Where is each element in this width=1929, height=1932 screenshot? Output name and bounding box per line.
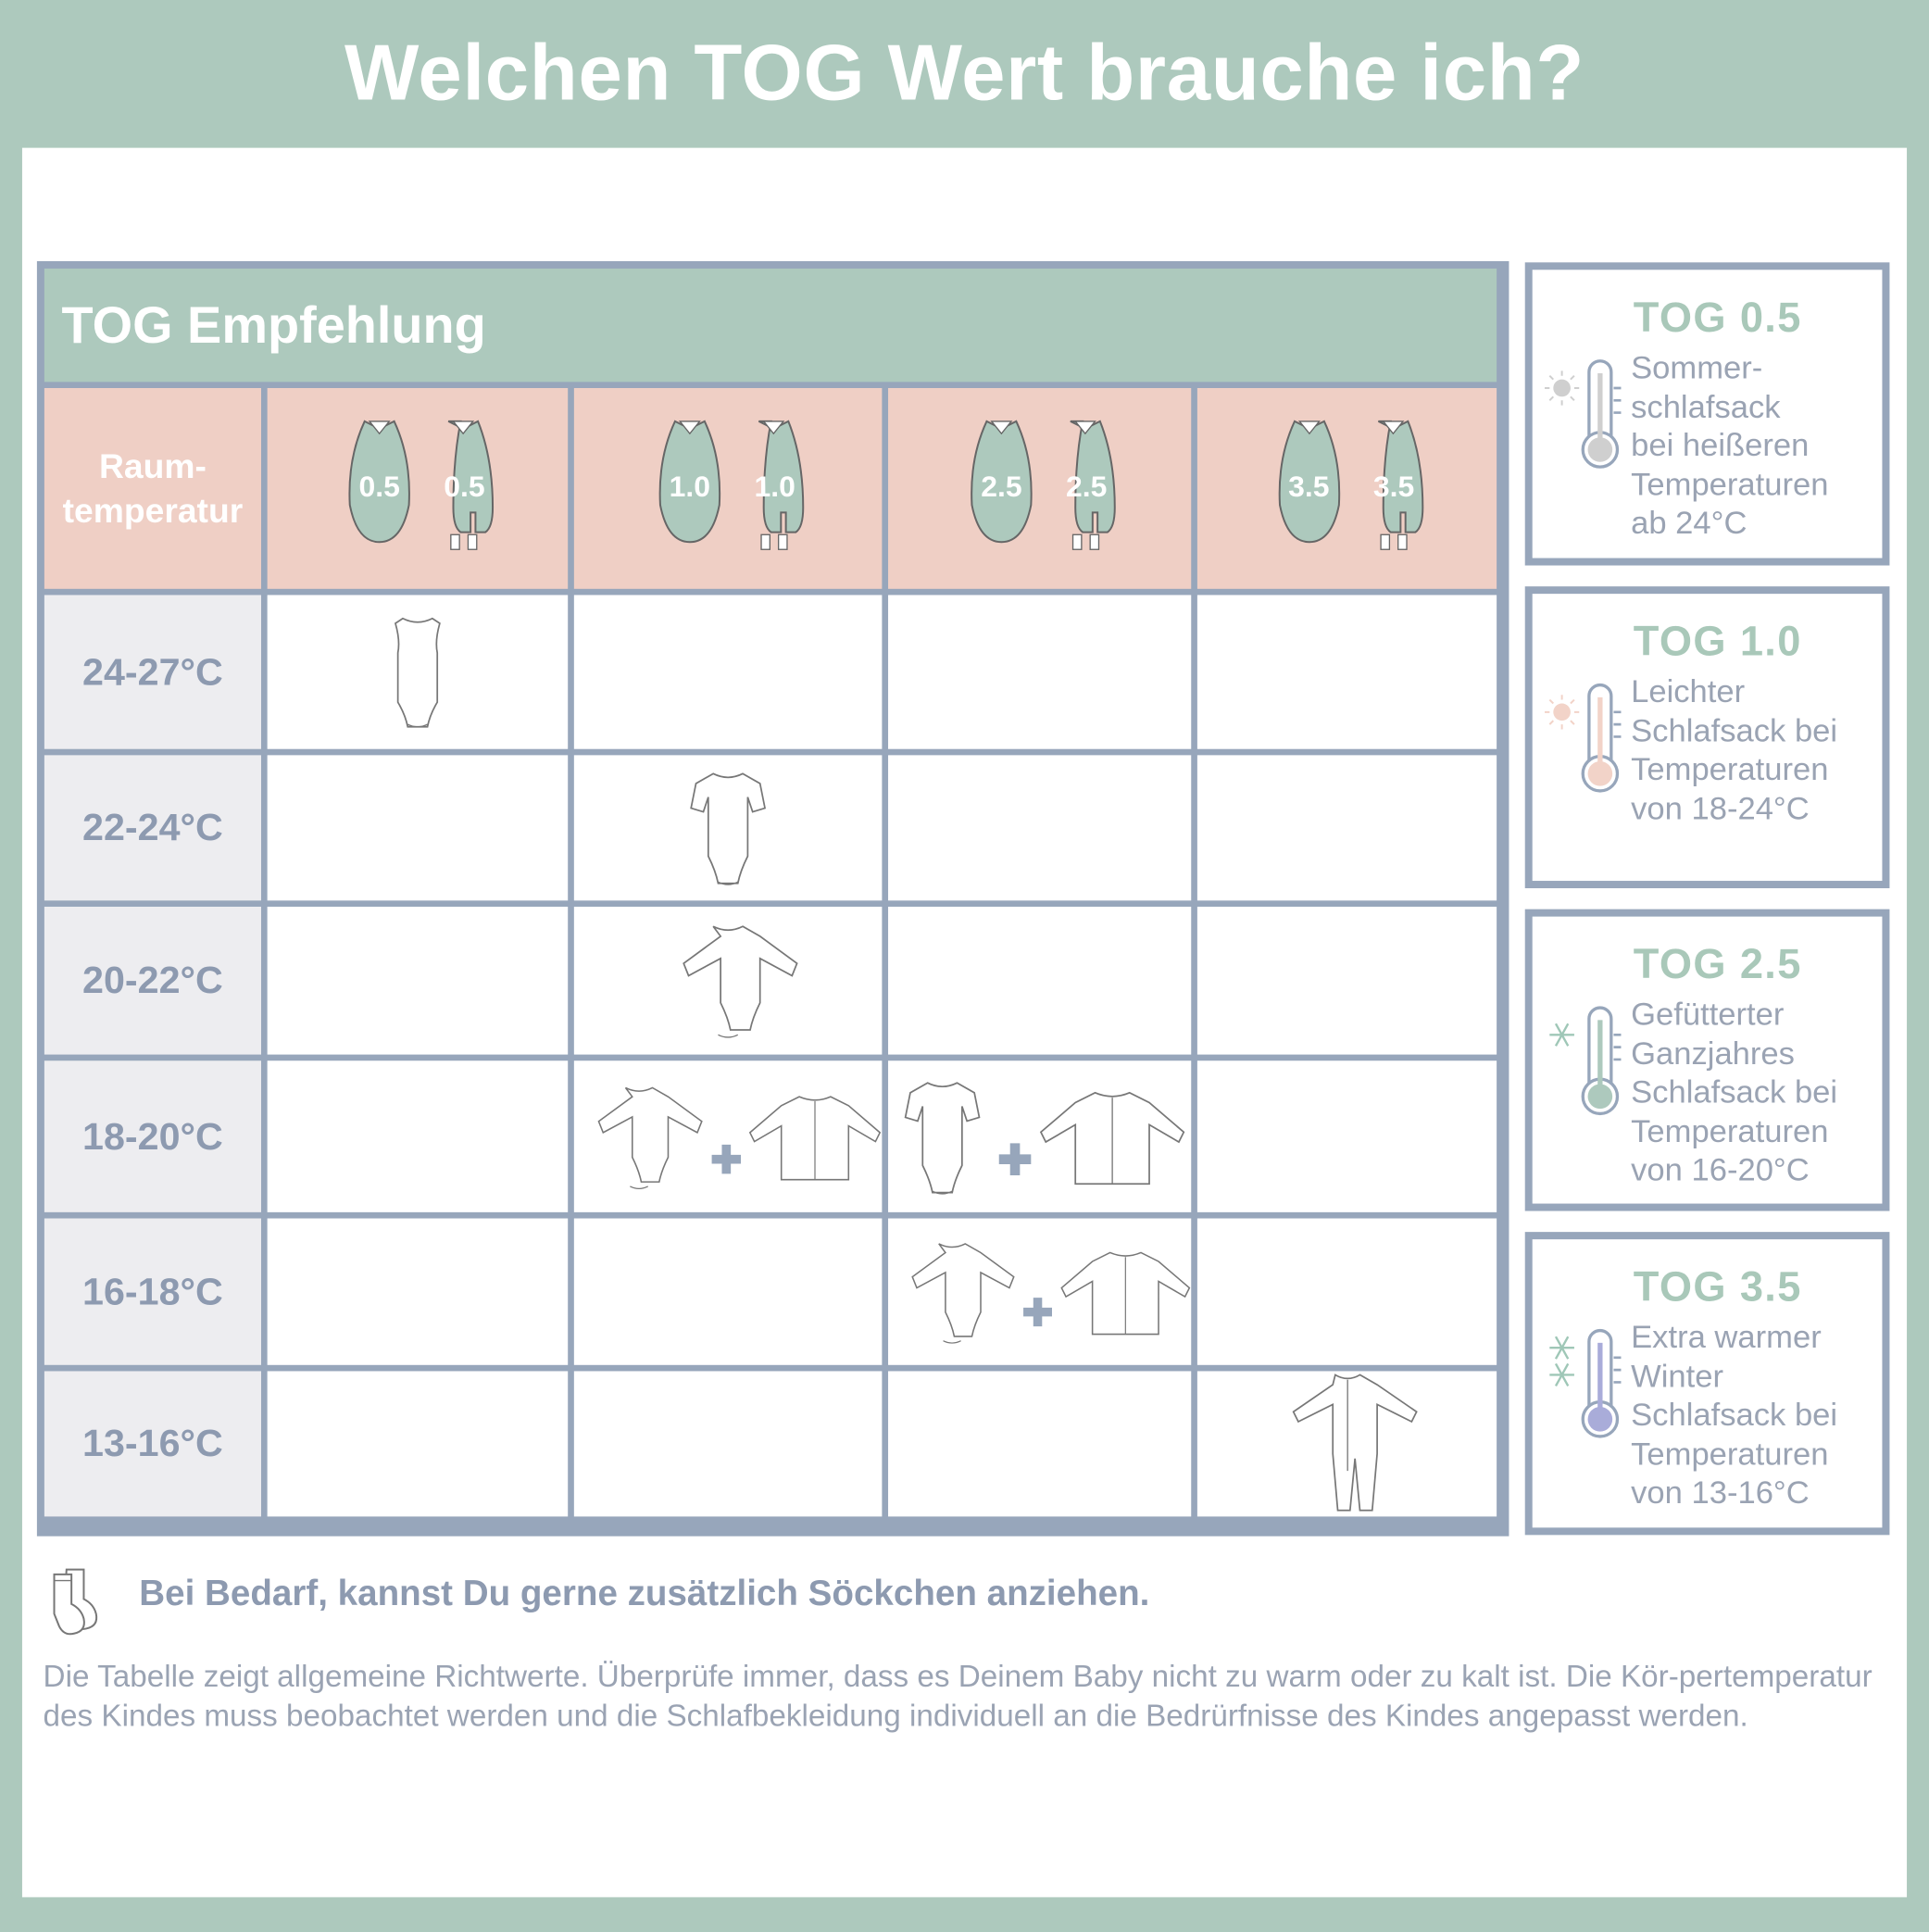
- table-cell: [267, 906, 569, 1055]
- legend-text: Gefütterter Ganzjahres Schlafsack bei Te…: [1631, 995, 1838, 1188]
- sleeping-bag-icon: [1278, 420, 1340, 544]
- sun-thermometer-icon: [1544, 359, 1622, 469]
- legend-title: TOG 2.5: [1633, 941, 1802, 988]
- sleepsuit-icon: [1291, 1374, 1418, 1512]
- long-sleeve-bodysuit-icon: [597, 1085, 703, 1189]
- tog-value: 1.0: [754, 470, 795, 505]
- tog-column-header: 0.5 0.5: [267, 387, 569, 589]
- temperature-label: 20-22°C: [44, 906, 261, 1055]
- sun-thermometer-icon: [1544, 683, 1622, 793]
- table-cell: [573, 1060, 883, 1212]
- temperature-label: 16-18°C: [44, 1218, 261, 1365]
- socks-note: Bei Bedarf, kannst Du gerne zusätzlich S…: [139, 1574, 1150, 1614]
- sleeping-bag-legs-icon: [1070, 420, 1116, 550]
- table-cell: [1196, 755, 1497, 901]
- double-snowflake-thermometer-icon: [1549, 1328, 1622, 1438]
- legend-text: Leichter Schlafsack bei Temperaturen von…: [1631, 672, 1838, 826]
- tog-column-header: 3.5 3.5: [1196, 387, 1497, 589]
- short-sleeve-bodysuit-icon: [904, 1081, 981, 1194]
- short-sleeve-bodysuit-icon: [690, 772, 767, 885]
- table-cell: [888, 595, 1192, 749]
- long-sleeve-bodysuit-icon: [911, 1242, 1015, 1343]
- table-cell: [888, 1218, 1192, 1365]
- tog-value: 0.5: [358, 470, 400, 505]
- temperature-label: 22-24°C: [44, 755, 261, 901]
- sleeping-bag-icon: [971, 420, 1033, 544]
- sleeping-bag-legs-icon: [1377, 420, 1423, 550]
- table-cell: [573, 755, 883, 901]
- sleeping-bag-legs-icon: [758, 420, 805, 550]
- plus-icon: [710, 1144, 741, 1174]
- table-cell: [573, 1218, 883, 1365]
- tog-value: 2.5: [981, 470, 1022, 505]
- legend-text: Sommer- schlafsack bei heißeren Temperat…: [1631, 348, 1829, 541]
- sleeveless-bodysuit-icon: [394, 617, 441, 727]
- plus-icon: [1022, 1298, 1052, 1327]
- table-cell: [888, 755, 1192, 901]
- tog-legend-box: TOG 0.5 Sommer- schlafsack bei heißeren T…: [1524, 262, 1890, 566]
- table-cell: [1196, 906, 1497, 1055]
- legend-text: Extra warmer Winter Schlafsack bei Tempe…: [1631, 1318, 1838, 1511]
- tog-legend-box: TOG 1.0 Leichter Schlafsack bei Temperatu…: [1524, 586, 1890, 889]
- long-sleeve-bodysuit-icon: [683, 925, 798, 1038]
- tog-value: 1.0: [669, 470, 711, 505]
- sleeping-bag-icon: [348, 420, 410, 544]
- table-cell: [267, 595, 569, 749]
- tog-value: 0.5: [444, 470, 485, 505]
- table-cell: [573, 906, 883, 1055]
- tog-value: 3.5: [1372, 470, 1415, 505]
- cardigan-icon: [748, 1095, 881, 1180]
- tog-column-header: 1.0 1.0: [573, 387, 883, 589]
- table-cell: [888, 906, 1192, 1055]
- tog-table: TOG Empfehlung Raum- temperatur 0.5 0.5 1.…: [36, 260, 1509, 1537]
- table-cell: [888, 1371, 1192, 1517]
- cardigan-icon: [1059, 1250, 1190, 1335]
- temperature-label: 13-16°C: [44, 1371, 261, 1517]
- sleeping-bag-legs-icon: [447, 420, 495, 550]
- table-cell: [1196, 1060, 1497, 1212]
- table-cell: [573, 595, 883, 749]
- legend-title: TOG 1.0: [1633, 618, 1802, 666]
- tog-legend-box: TOG 2.5 Gefütterter Ganzjahres Schlafsack…: [1524, 909, 1890, 1211]
- table-cell: [267, 1218, 569, 1365]
- sleeping-bag-icon: [658, 420, 721, 544]
- table-cell: [888, 1060, 1192, 1212]
- temperature-label: 24-27°C: [44, 595, 261, 749]
- disclaimer: Die Tabelle zeigt allgemeine Richtwerte.…: [43, 1659, 1873, 1734]
- room-temperature-header: Raum- temperatur: [62, 446, 244, 530]
- tog-column-header: 2.5 2.5: [888, 387, 1192, 589]
- table-cell: [267, 1060, 569, 1212]
- table-heading: TOG Empfehlung: [44, 268, 1497, 383]
- tog-value: 3.5: [1288, 470, 1330, 505]
- table-cell: [1196, 1218, 1497, 1365]
- table-cell: [1196, 1371, 1497, 1517]
- snowflake-thermometer-icon: [1549, 1006, 1622, 1116]
- legend-title: TOG 0.5: [1633, 294, 1802, 342]
- table-cell: [573, 1371, 883, 1517]
- temperature-label: 18-20°C: [44, 1060, 261, 1212]
- legend-title: TOG 3.5: [1633, 1263, 1802, 1311]
- table-cell: [1196, 595, 1497, 749]
- tog-legend-box: TOG 3.5 Extra warmer Winter Schlafsack be…: [1524, 1232, 1890, 1536]
- page-title: Welchen TOG Wert brauche ich?: [344, 28, 1585, 118]
- tog-value: 2.5: [1065, 470, 1108, 505]
- plus-icon: [998, 1143, 1032, 1175]
- table-cell: [267, 755, 569, 901]
- socks-icon: [53, 1568, 98, 1636]
- cardigan-icon: [1039, 1091, 1185, 1185]
- table-cell: [267, 1371, 569, 1517]
